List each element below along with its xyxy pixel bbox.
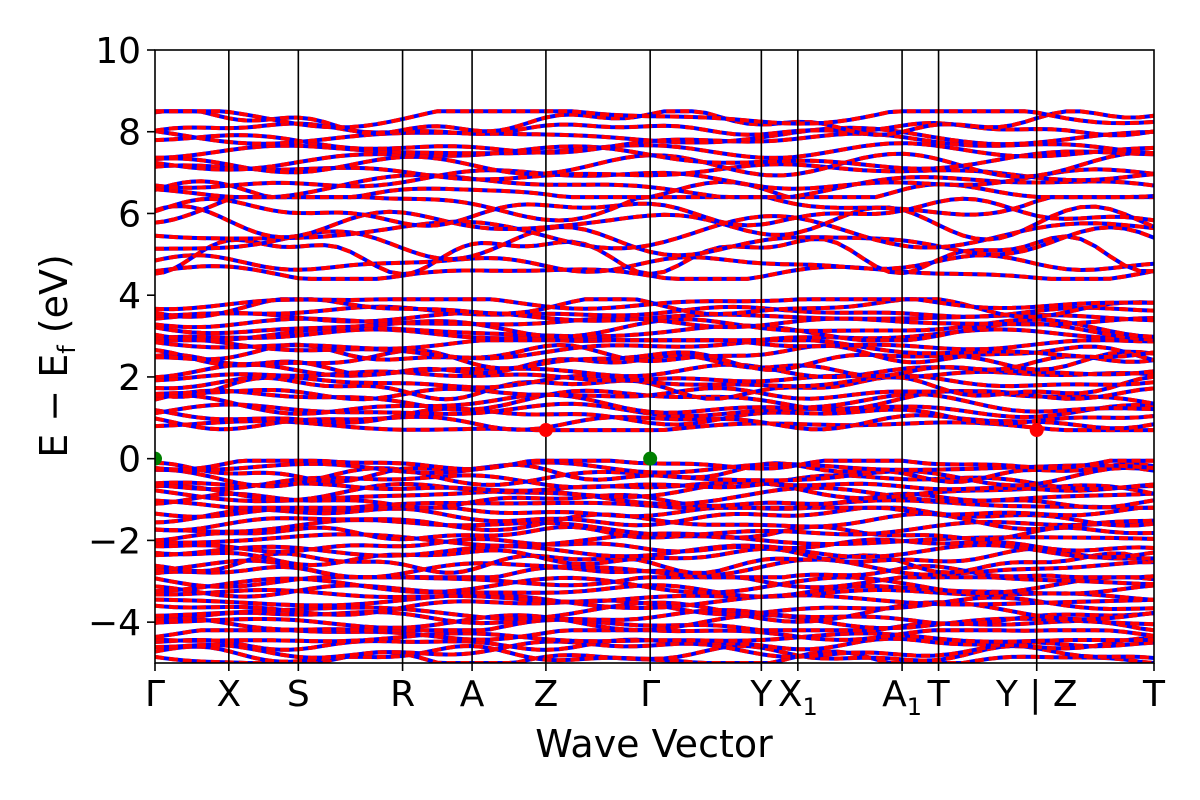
x-tick-label: T: [927, 674, 951, 715]
x-tick-label-main: T: [1142, 674, 1166, 715]
band-line-spin-down: [155, 144, 1154, 172]
x-tick-label-main: A: [460, 674, 485, 715]
y-tick-label: 10: [95, 31, 141, 72]
x-tick-label-main: A: [882, 674, 907, 715]
y-axis-title-unit: (eV): [32, 254, 76, 345]
y-tick-label: 4: [118, 276, 141, 317]
vbm-marker: [643, 451, 658, 466]
k-point-lines: [228, 50, 1038, 663]
x-tick-label: X: [217, 674, 242, 715]
cbm-marker: [538, 423, 553, 438]
cbm-marker: [1029, 423, 1044, 438]
band-line-spin-down: [155, 631, 1154, 644]
x-tick-label: Y | Z: [995, 674, 1078, 715]
x-tick-label-sub: 1: [907, 693, 922, 721]
y-tick-label: 2: [118, 358, 141, 399]
y-tick-label: 0: [118, 440, 141, 481]
band-edge-markers: [155, 423, 1044, 466]
bands-layer: [155, 109, 1154, 663]
x-axis-title: Wave Vector: [535, 722, 773, 766]
y-tick-label: 6: [118, 194, 141, 235]
y-tick-label: −4: [88, 603, 141, 644]
x-tick-label-sub: 1: [803, 693, 818, 721]
y-axis-title-main: E − E: [32, 354, 76, 458]
x-tick-label-main: Z: [534, 674, 559, 715]
y-tick-label: −2: [88, 521, 141, 562]
x-tick-label-main: T: [927, 674, 951, 715]
band-line-spin-down: [155, 214, 1154, 251]
y-axis-title: E − Ef (eV): [32, 254, 81, 458]
x-tick-label-main: Γ: [145, 674, 165, 715]
y-tick-label: 8: [118, 113, 141, 154]
x-tick-label: S: [287, 674, 310, 715]
x-tick-label-main: S: [287, 674, 310, 715]
x-tick-label: R: [390, 674, 415, 715]
x-tick-label-main: Y: [749, 674, 773, 715]
x-tick-label: Y: [749, 674, 773, 715]
x-tick-label: A: [460, 674, 485, 715]
x-tick-label: Γ: [145, 674, 165, 715]
y-axis-ticks: 10 8 6 4 2 0 −2 −4: [88, 31, 155, 644]
x-tick-label: X1: [778, 674, 818, 721]
band-line-spin-down: [155, 321, 1154, 343]
plot-frame: [154, 49, 1155, 664]
x-tick-label-main: X: [778, 674, 803, 715]
band-line-spin-up: [155, 195, 1154, 225]
x-tick-label: T: [1142, 674, 1166, 715]
x-tick-label: Γ: [640, 674, 660, 715]
x-tick-label: Z: [534, 674, 559, 715]
vbm-marker: [155, 451, 162, 466]
band-line-spin-down: [155, 297, 1154, 312]
y-axis-title-sub: f: [53, 345, 81, 354]
x-tick-label-main: R: [390, 674, 415, 715]
x-tick-label-main: Γ: [640, 674, 660, 715]
x-tick-label-main: Y | Z: [995, 674, 1078, 715]
x-tick-label: A1: [882, 674, 922, 721]
x-tick-label-main: X: [217, 674, 242, 715]
